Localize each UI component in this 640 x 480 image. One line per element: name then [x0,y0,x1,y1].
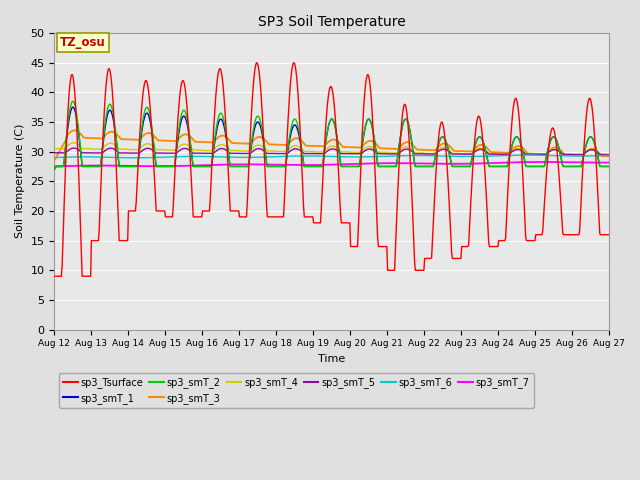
Text: TZ_osu: TZ_osu [60,36,106,49]
X-axis label: Time: Time [318,354,346,364]
Legend: sp3_Tsurface, sp3_smT_1, sp3_smT_2, sp3_smT_3, sp3_smT_4, sp3_smT_5, sp3_smT_6, : sp3_Tsurface, sp3_smT_1, sp3_smT_2, sp3_… [60,373,534,408]
Y-axis label: Soil Temperature (C): Soil Temperature (C) [15,124,25,239]
Title: SP3 Soil Temperature: SP3 Soil Temperature [258,15,406,29]
